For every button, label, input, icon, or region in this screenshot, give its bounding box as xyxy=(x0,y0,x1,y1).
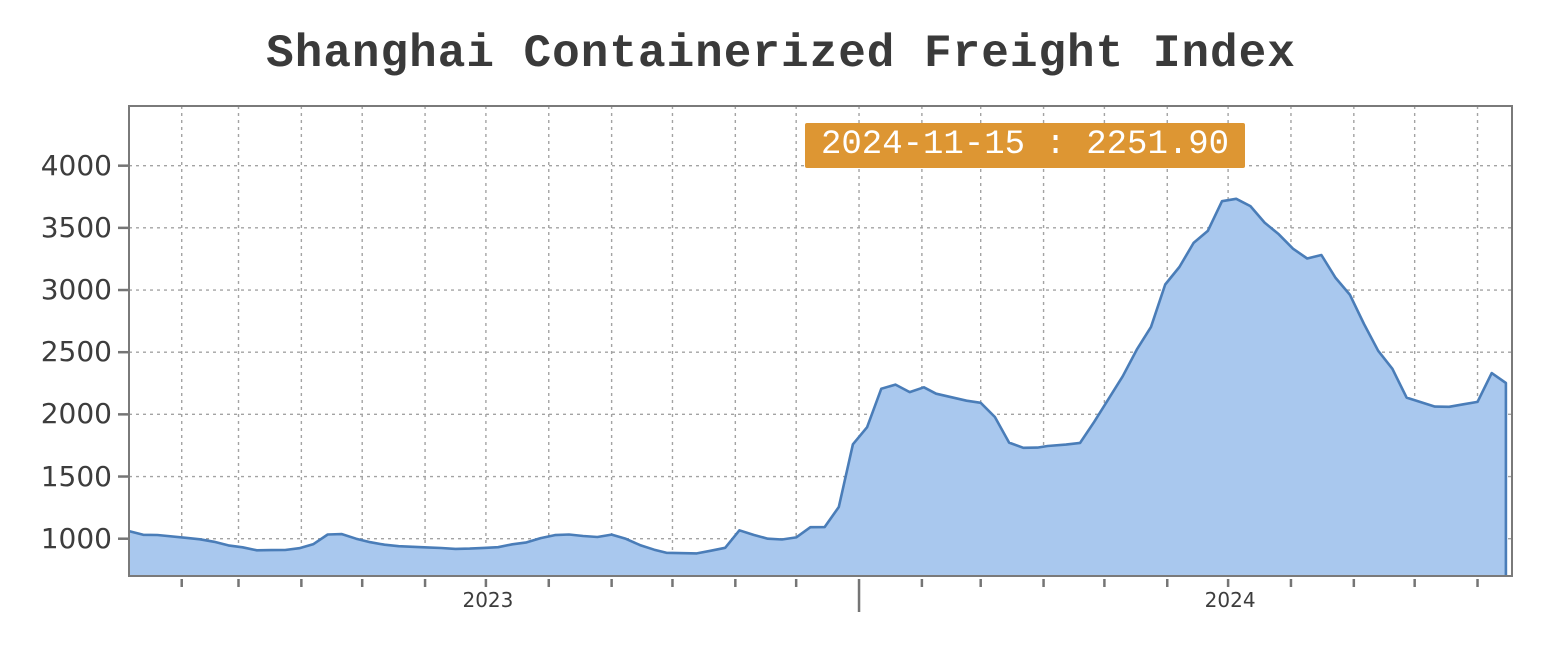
series-line xyxy=(128,197,1508,576)
axis-ticks xyxy=(118,164,1479,612)
area-fill xyxy=(129,198,1506,577)
gridlines xyxy=(129,106,1512,576)
x-year-label: 2023 xyxy=(462,588,514,612)
plot-border xyxy=(128,105,1513,577)
x-year-label: 2024 xyxy=(1204,588,1256,612)
last-value-label: 2024-11-15 : 2251.90 xyxy=(805,123,1246,168)
y-tick-label: 1500 xyxy=(40,459,112,493)
y-tick-label: 2500 xyxy=(40,335,112,369)
y-tick-label: 3500 xyxy=(40,210,112,244)
y-tick-label: 3000 xyxy=(40,273,112,307)
y-tick-label: 4000 xyxy=(40,148,112,182)
plot-hover-area[interactable] xyxy=(129,106,1512,576)
y-tick-label: 2000 xyxy=(40,397,112,431)
y-tick-label: 1000 xyxy=(40,521,112,555)
chart-title: Shanghai Containerized Freight Index xyxy=(266,28,1296,80)
